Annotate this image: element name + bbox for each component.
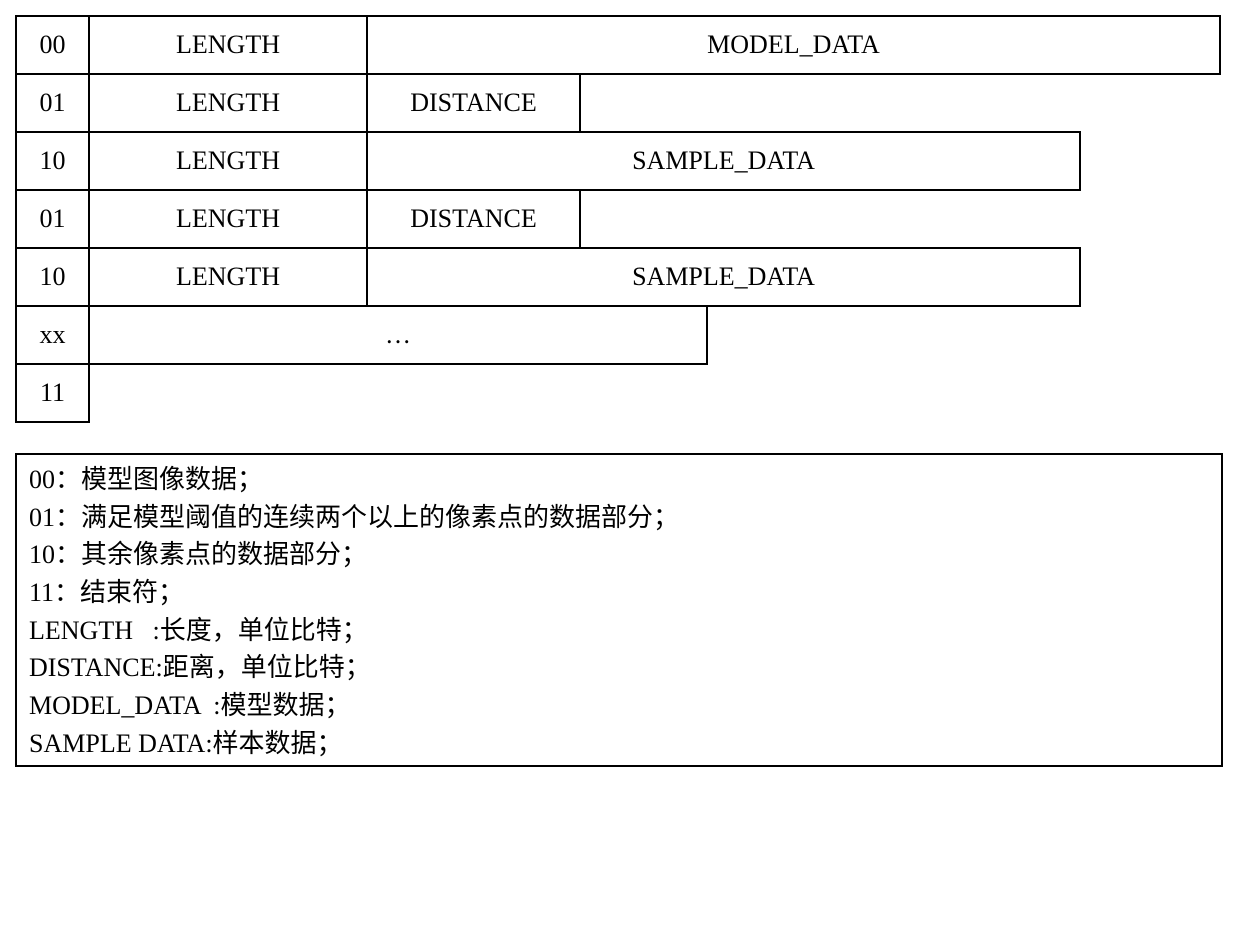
legend-box: 00：模型图像数据； 01：满足模型阈值的连续两个以上的像素点的数据部分； 10…: [15, 453, 1223, 767]
model-data-cell: MODEL_DATA: [366, 15, 1221, 75]
sample-data-cell: SAMPLE_DATA: [366, 131, 1081, 191]
legend-line: MODEL_DATA :模型数据；: [29, 687, 1209, 725]
table-row: 10 LENGTH SAMPLE_DATA: [15, 249, 1225, 307]
legend-line: DISTANCE:距离，单位比特；: [29, 649, 1209, 687]
sample-data-cell: SAMPLE_DATA: [366, 247, 1081, 307]
table-row: 11: [15, 365, 1225, 423]
legend-line: 10：其余像素点的数据部分；: [29, 536, 1209, 574]
packet-format-diagram: 00 LENGTH MODEL_DATA 01 LENGTH DISTANCE …: [15, 15, 1225, 423]
table-row: 00 LENGTH MODEL_DATA: [15, 15, 1225, 75]
code-cell: 10: [15, 247, 90, 307]
code-cell: 10: [15, 131, 90, 191]
ellipsis-cell: …: [88, 305, 708, 365]
code-cell: 01: [15, 189, 90, 249]
table-row: 01 LENGTH DISTANCE: [15, 191, 1225, 249]
length-cell: LENGTH: [88, 189, 368, 249]
length-cell: LENGTH: [88, 131, 368, 191]
table-row: xx …: [15, 307, 1225, 365]
code-cell: 00: [15, 15, 90, 75]
legend-line: 00：模型图像数据；: [29, 461, 1209, 499]
length-cell: LENGTH: [88, 247, 368, 307]
length-cell: LENGTH: [88, 73, 368, 133]
code-cell: xx: [15, 305, 90, 365]
legend-line: LENGTH :长度，单位比特；: [29, 612, 1209, 650]
distance-cell: DISTANCE: [366, 189, 581, 249]
length-cell: LENGTH: [88, 15, 368, 75]
legend-line: 01：满足模型阈值的连续两个以上的像素点的数据部分；: [29, 499, 1209, 537]
code-cell: 11: [15, 363, 90, 423]
table-row: 10 LENGTH SAMPLE_DATA: [15, 133, 1225, 191]
code-cell: 01: [15, 73, 90, 133]
legend-line: SAMPLE DATA:样本数据；: [29, 725, 1209, 763]
distance-cell: DISTANCE: [366, 73, 581, 133]
legend-line: 11：结束符；: [29, 574, 1209, 612]
table-row: 01 LENGTH DISTANCE: [15, 75, 1225, 133]
